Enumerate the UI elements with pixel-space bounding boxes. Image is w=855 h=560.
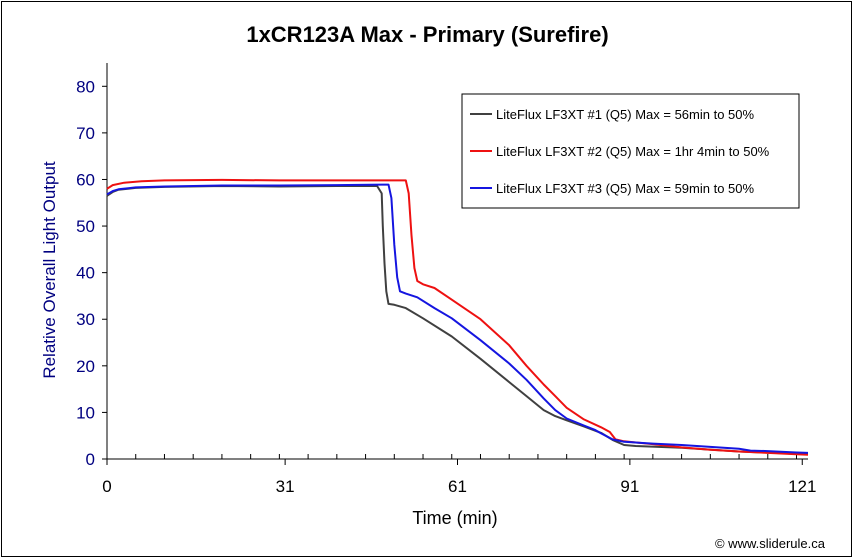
y-tick-label: 0 [86, 450, 95, 469]
y-tick-label: 60 [76, 170, 95, 189]
x-axis-title: Time (min) [412, 508, 498, 528]
x-tick-label: 91 [620, 477, 639, 496]
series-line-1 [106, 185, 809, 456]
legend-label-3: LiteFlux LF3XT #3 (Q5) Max = 59min to 50… [496, 181, 755, 196]
y-tick-label: 70 [76, 124, 95, 143]
copyright-credit: © www.sliderule.ca [714, 536, 825, 551]
legend-label-1: LiteFlux LF3XT #1 (Q5) Max = 56min to 50… [496, 107, 755, 122]
series-line-2 [106, 178, 809, 456]
y-tick-label: 80 [76, 77, 95, 96]
y-tick-label: 10 [76, 403, 95, 422]
x-tick-label: 31 [276, 477, 295, 496]
y-tick-label: 30 [76, 310, 95, 329]
y-tick-label: 40 [76, 264, 95, 283]
legend-label-2: LiteFlux LF3XT #2 (Q5) Max = 1hr 4min to… [496, 144, 770, 159]
y-tick-label: 50 [76, 217, 95, 236]
chart-title: 1xCR123A Max - Primary (Surefire) [246, 22, 609, 47]
x-tick-label: 121 [788, 477, 816, 496]
y-tick-label: 20 [76, 357, 95, 376]
x-tick-label: 0 [102, 477, 111, 496]
x-tick-label: 61 [448, 477, 467, 496]
series-line-3 [106, 183, 809, 454]
legend-box [461, 93, 800, 209]
